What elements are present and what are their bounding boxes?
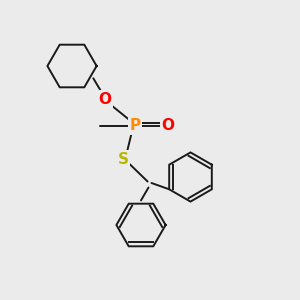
Text: O: O [98, 92, 112, 106]
Text: S: S [118, 152, 128, 166]
Text: P: P [129, 118, 141, 134]
Text: O: O [161, 118, 175, 134]
